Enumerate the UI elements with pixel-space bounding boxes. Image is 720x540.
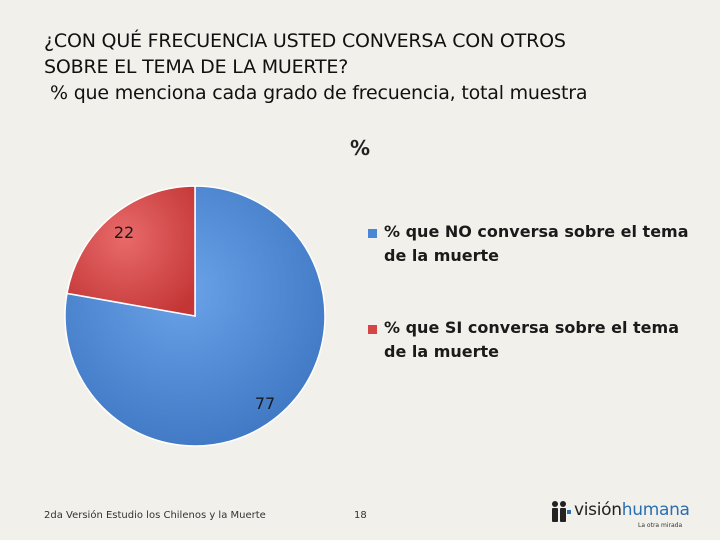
pie-data-label-0: 77 — [255, 394, 275, 413]
legend-swatch-red — [368, 325, 377, 334]
logo-wordmark: visiónhumana — [574, 500, 690, 520]
legend-item-si: % que SI conversa sobre el tema de la mu… — [368, 316, 698, 364]
logo-text-vision: visión — [574, 500, 622, 520]
title-line-2: SOBRE EL TEMA DE LA MUERTE? — [44, 56, 349, 78]
slide-title: ¿CON QUÉ FRECUENCIA USTED CONVERSA CON O… — [44, 28, 704, 106]
pie-slice-1 — [66, 185, 196, 317]
page-number: 18 — [354, 510, 367, 521]
footer-source: 2da Versión Estudio los Chilenos y la Mu… — [44, 510, 266, 521]
legend-item-no: % que NO conversa sobre el tema de la mu… — [368, 220, 698, 268]
logo-text-humana: humana — [621, 500, 690, 520]
title-line-1: ¿CON QUÉ FRECUENCIA USTED CONVERSA CON O… — [44, 30, 566, 52]
legend-label-si: % que SI conversa sobre el tema de la mu… — [384, 318, 679, 361]
legend-swatch-blue — [368, 229, 377, 238]
pie-data-label-1: 22 — [114, 223, 134, 242]
people-icon — [552, 501, 571, 522]
logo-tagline: La otra mirada — [638, 522, 683, 529]
vision-humana-logo: visiónhumana La otra mirada — [550, 498, 690, 530]
slide-subtitle: % que menciona cada grado de frecuencia,… — [50, 82, 588, 104]
legend-label-no: % que NO conversa sobre el tema de la mu… — [384, 222, 689, 265]
chart-title: % — [349, 136, 371, 160]
chart-legend: % que NO conversa sobre el tema de la mu… — [368, 220, 698, 412]
